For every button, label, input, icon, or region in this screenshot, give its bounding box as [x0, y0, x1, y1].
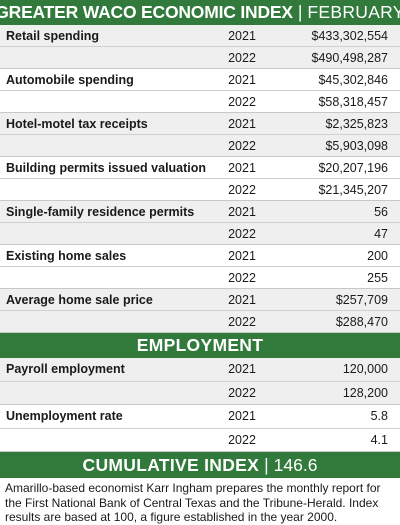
- value-cell: $433,302,554: [311, 28, 388, 43]
- year-cell: 2021: [228, 160, 256, 175]
- indicator-group: Unemployment rate 2021 5.8 2022 4.1: [0, 405, 400, 452]
- table-row: Existing home sales 2021 200: [0, 245, 400, 266]
- table-row: Building permits issued valuation 2021 $20…: [0, 157, 400, 178]
- table-row: 2022 $58,318,457: [0, 90, 400, 112]
- cumulative-separator: |: [264, 454, 269, 475]
- value-cell: $21,345,207: [318, 182, 388, 197]
- value-cell: $20,207,196: [318, 160, 388, 175]
- table-row: Hotel-motel tax receipts 2021 $2,325,823: [0, 113, 400, 134]
- value-cell: $288,470: [335, 314, 388, 329]
- index-title: GREATER WACO ECONOMIC INDEX: [0, 2, 293, 22]
- year-cell: 2021: [228, 362, 256, 377]
- table-row: 2022 $5,903,098: [0, 134, 400, 156]
- indicator-group: Building permits issued valuation 2021 $20…: [0, 157, 400, 201]
- table-row: 2022 $21,345,207: [0, 178, 400, 200]
- value-cell: 128,200: [342, 385, 388, 400]
- indicator-label: Average home sale price: [6, 292, 153, 307]
- table-row: Single-family residence permits 2021 56: [0, 201, 400, 222]
- value-cell: $58,318,457: [318, 94, 388, 109]
- year-cell: 2022: [228, 94, 256, 109]
- employment-header: EMPLOYMENT: [0, 333, 400, 358]
- year-cell: 2022: [228, 50, 256, 65]
- indicator-label: Building permits issued valuation: [6, 160, 207, 175]
- year-cell: 2021: [228, 292, 256, 307]
- table-row: 2022 128,200: [0, 380, 400, 405]
- indicator-group: Existing home sales 2021 200 2022 255: [0, 245, 400, 289]
- year-cell: 2022: [228, 182, 256, 197]
- table-row: 2022 $288,470: [0, 310, 400, 332]
- value-cell: $490,498,287: [311, 50, 388, 65]
- cumulative-index-bar: CUMULATIVE INDEX | 146.6: [0, 452, 400, 478]
- year-cell: 2022: [228, 432, 256, 447]
- value-cell: $257,709: [335, 292, 388, 307]
- year-cell: 2021: [228, 116, 256, 131]
- value-cell: 120,000: [342, 362, 388, 377]
- indicator-group: Average home sale price 2021 $257,709 2022 $…: [0, 289, 400, 333]
- year-cell: 2022: [228, 314, 256, 329]
- year-cell: 2021: [228, 72, 256, 87]
- year-cell: 2022: [228, 385, 256, 400]
- indicator-label: Unemployment rate: [6, 409, 123, 424]
- indicator-label: Single-family residence permits: [6, 204, 195, 219]
- indicator-label: Retail spending: [6, 28, 100, 43]
- index-header: GREATER WACO ECONOMIC INDEX | FEBRUARY: [0, 0, 400, 25]
- index-month: FEBRUARY: [307, 2, 400, 22]
- year-cell: 2022: [228, 226, 256, 241]
- indicator-label: Automobile spending: [6, 72, 134, 87]
- year-cell: 2022: [228, 138, 256, 153]
- year-cell: 2021: [228, 409, 256, 424]
- footer-note: Amarillo-based economist Karr Ingham pre…: [5, 481, 381, 524]
- indicator-label: Hotel-motel tax receipts: [6, 116, 148, 131]
- indicator-label: Payroll employment: [6, 362, 125, 377]
- value-cell: $5,903,098: [325, 138, 388, 153]
- value-cell: 56: [374, 204, 388, 219]
- indicator-group: Hotel-motel tax receipts 2021 $2,325,823 20…: [0, 113, 400, 157]
- table-row: Automobile spending 2021 $45,302,846: [0, 69, 400, 90]
- cumulative-value: 146.6: [273, 454, 318, 475]
- year-cell: 2021: [228, 28, 256, 43]
- value-cell: 200: [367, 248, 388, 263]
- year-cell: 2022: [228, 270, 256, 285]
- indicator-group: Automobile spending 2021 $45,302,846 2022 $5…: [0, 69, 400, 113]
- value-cell: 4.1: [370, 432, 388, 447]
- table-row: 2022 255: [0, 266, 400, 288]
- indicator-label: Existing home sales: [6, 248, 127, 263]
- economic-rows: Retail spending 2021 $433,302,554 2022 $490,…: [0, 25, 400, 333]
- cumulative-label: CUMULATIVE INDEX: [82, 454, 260, 475]
- value-cell: $45,302,846: [318, 72, 388, 87]
- year-cell: 2021: [228, 248, 256, 263]
- table-row: 2022 $490,498,287: [0, 46, 400, 68]
- year-cell: 2021: [228, 204, 256, 219]
- employment-title: EMPLOYMENT: [136, 335, 264, 355]
- indicator-group: Single-family residence permits 2021 56 202…: [0, 201, 400, 245]
- table-row: Payroll employment 2021 120,000: [0, 358, 400, 381]
- indicator-group: Retail spending 2021 $433,302,554 2022 $490,…: [0, 25, 400, 69]
- table-row: 2022 4.1: [0, 427, 400, 452]
- value-cell: $2,325,823: [325, 116, 388, 131]
- indicator-group: Payroll employment 2021 120,000 2022 128,200: [0, 358, 400, 405]
- table-row: Unemployment rate 2021 5.8: [0, 405, 400, 428]
- table-row: Retail spending 2021 $433,302,554: [0, 25, 400, 46]
- header-separator: |: [297, 2, 303, 22]
- value-cell: 47: [374, 226, 388, 241]
- table-row: 2022 47: [0, 222, 400, 244]
- table-row: Average home sale price 2021 $257,709: [0, 289, 400, 310]
- value-cell: 255: [367, 270, 388, 285]
- value-cell: 5.8: [370, 409, 388, 424]
- employment-rows: Payroll employment 2021 120,000 2022 128,200…: [0, 358, 400, 452]
